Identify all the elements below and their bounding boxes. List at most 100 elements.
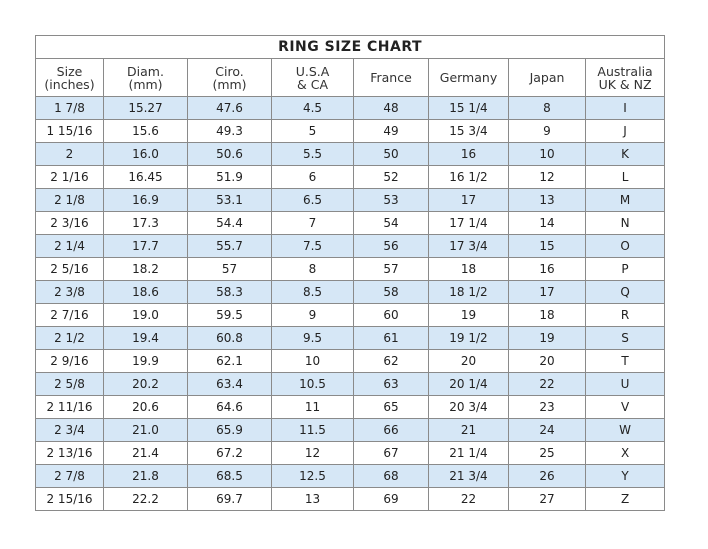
table-cell: W bbox=[584, 418, 666, 442]
table-cell: 5 bbox=[271, 119, 354, 143]
table-cell: 20 bbox=[508, 349, 586, 373]
table-cell: 18.2 bbox=[103, 257, 188, 281]
table-row: 2 1/8 16.9 53.1 6.5 53 17 13 M bbox=[35, 188, 666, 212]
table-cell: 15 3/4 bbox=[428, 119, 509, 143]
table-cell: 27 bbox=[508, 487, 586, 511]
table-row: 2 3/16 17.3 54.4 7 54 17 1/4 14 N bbox=[35, 211, 666, 235]
column-header-line: (inches) bbox=[44, 76, 95, 92]
table-cell: 8.5 bbox=[271, 280, 354, 304]
table-cell: Y bbox=[584, 464, 666, 488]
column-header: Ciro. (mm) bbox=[187, 58, 272, 97]
table-cell: 54 bbox=[353, 211, 429, 235]
table-row: 1 7/8 15.27 47.6 4.5 48 15 1/4 8 I bbox=[35, 96, 666, 120]
table-cell: 13 bbox=[508, 188, 586, 212]
table-cell: 15 bbox=[508, 234, 586, 258]
column-header: France bbox=[353, 58, 429, 97]
table-cell: 21 bbox=[428, 418, 509, 442]
table-cell: 50 bbox=[353, 142, 429, 166]
table-cell: 19 bbox=[508, 326, 586, 350]
table-cell: 20 bbox=[428, 349, 509, 373]
table-cell: 9.5 bbox=[271, 326, 354, 350]
table-cell: 14 bbox=[508, 211, 586, 235]
column-header-line: Japan bbox=[529, 70, 565, 85]
table-row: 2 15/16 22.2 69.7 13 69 22 27 Z bbox=[35, 487, 666, 511]
column-header: Australia UK & NZ bbox=[584, 58, 666, 97]
table-cell: 2 7/8 bbox=[35, 464, 104, 488]
table-cell: 11 bbox=[271, 395, 354, 419]
table-cell: 15.27 bbox=[103, 96, 188, 120]
table-cell: 10.5 bbox=[271, 372, 354, 396]
table-cell: 2 7/16 bbox=[35, 303, 104, 327]
table-cell: 53 bbox=[353, 188, 429, 212]
table-cell: 67.2 bbox=[187, 441, 272, 465]
table-cell: T bbox=[584, 349, 666, 373]
table-cell: 18 1/2 bbox=[428, 280, 509, 304]
table-cell: 2 3/4 bbox=[35, 418, 104, 442]
table-cell: 20.2 bbox=[103, 372, 188, 396]
table-cell: 69.7 bbox=[187, 487, 272, 511]
table-cell: P bbox=[584, 257, 666, 281]
table-cell: 66 bbox=[353, 418, 429, 442]
table-cell: 62 bbox=[353, 349, 429, 373]
column-header-line: Size bbox=[56, 63, 83, 79]
table-cell: 20 3/4 bbox=[428, 395, 509, 419]
table-cell: 48 bbox=[353, 96, 429, 120]
table-cell: 12.5 bbox=[271, 464, 354, 488]
table-row: 2 11/16 20.6 64.6 11 65 20 3/4 23 V bbox=[35, 395, 666, 419]
table-cell: 21.8 bbox=[103, 464, 188, 488]
table-row: 2 13/16 21.4 67.2 12 67 21 1/4 25 X bbox=[35, 441, 666, 465]
table-cell: 65.9 bbox=[187, 418, 272, 442]
table-cell: M bbox=[584, 188, 666, 212]
table-cell: 21.4 bbox=[103, 441, 188, 465]
table-cell: 20 1/4 bbox=[428, 372, 509, 396]
table-cell: 19.0 bbox=[103, 303, 188, 327]
table-cell: 16 bbox=[428, 142, 509, 166]
table-cell: 52 bbox=[353, 165, 429, 189]
table-cell: 62.1 bbox=[187, 349, 272, 373]
table-cell: R bbox=[584, 303, 666, 327]
table-cell: 21 1/4 bbox=[428, 441, 509, 465]
column-header: Size (inches) bbox=[35, 58, 104, 97]
column-header-line: Ciro. bbox=[215, 63, 244, 79]
table-cell: 2 11/16 bbox=[35, 395, 104, 419]
table-cell: L bbox=[584, 165, 666, 189]
table-cell: 18.6 bbox=[103, 280, 188, 304]
table-row: 2 3/4 21.0 65.9 11.5 66 21 24 W bbox=[35, 418, 666, 442]
table-cell: 59.5 bbox=[187, 303, 272, 327]
table-cell: Z bbox=[584, 487, 666, 511]
ring-size-table: RING SIZE CHART Size (inches) Diam. (mm) Cir… bbox=[34, 35, 666, 511]
table-row: 2 1/16 16.45 51.9 6 52 16 1/2 12 L bbox=[35, 165, 666, 189]
table-cell: 19 bbox=[428, 303, 509, 327]
table-cell: 57 bbox=[353, 257, 429, 281]
table-cell: I bbox=[584, 96, 666, 120]
table-cell: O bbox=[584, 234, 666, 258]
table-cell: 2 5/16 bbox=[35, 257, 104, 281]
table-cell: 24 bbox=[508, 418, 586, 442]
table-cell: 15.6 bbox=[103, 119, 188, 143]
table-row: 2 1/4 17.7 55.7 7.5 56 17 3/4 15 O bbox=[35, 234, 666, 258]
column-header: Diam. (mm) bbox=[103, 58, 188, 97]
table-cell: 49 bbox=[353, 119, 429, 143]
column-header-line: Australia bbox=[597, 63, 653, 79]
table-cell: 22 bbox=[508, 372, 586, 396]
table-row: 2 16.0 50.6 5.5 50 16 10 K bbox=[35, 142, 666, 166]
column-header: Germany bbox=[428, 58, 509, 97]
table-cell: 18 bbox=[428, 257, 509, 281]
table-cell: 9 bbox=[271, 303, 354, 327]
table-cell: 2 3/8 bbox=[35, 280, 104, 304]
table-cell: J bbox=[584, 119, 666, 143]
table-cell: 17 bbox=[508, 280, 586, 304]
column-header-line: (mm) bbox=[128, 76, 163, 92]
table-cell: 22 bbox=[428, 487, 509, 511]
table-cell: 49.3 bbox=[187, 119, 272, 143]
table-cell: 54.4 bbox=[187, 211, 272, 235]
table-row: 2 7/8 21.8 68.5 12.5 68 21 3/4 26 Y bbox=[35, 464, 666, 488]
table-cell: 17.3 bbox=[103, 211, 188, 235]
table-cell: 65 bbox=[353, 395, 429, 419]
table-cell: 10 bbox=[508, 142, 586, 166]
table-cell: 6.5 bbox=[271, 188, 354, 212]
table-cell: 8 bbox=[271, 257, 354, 281]
table-cell: 20.6 bbox=[103, 395, 188, 419]
table-cell: 16.45 bbox=[103, 165, 188, 189]
table-row: 1 15/16 15.6 49.3 5 49 15 3/4 9 J bbox=[35, 119, 666, 143]
